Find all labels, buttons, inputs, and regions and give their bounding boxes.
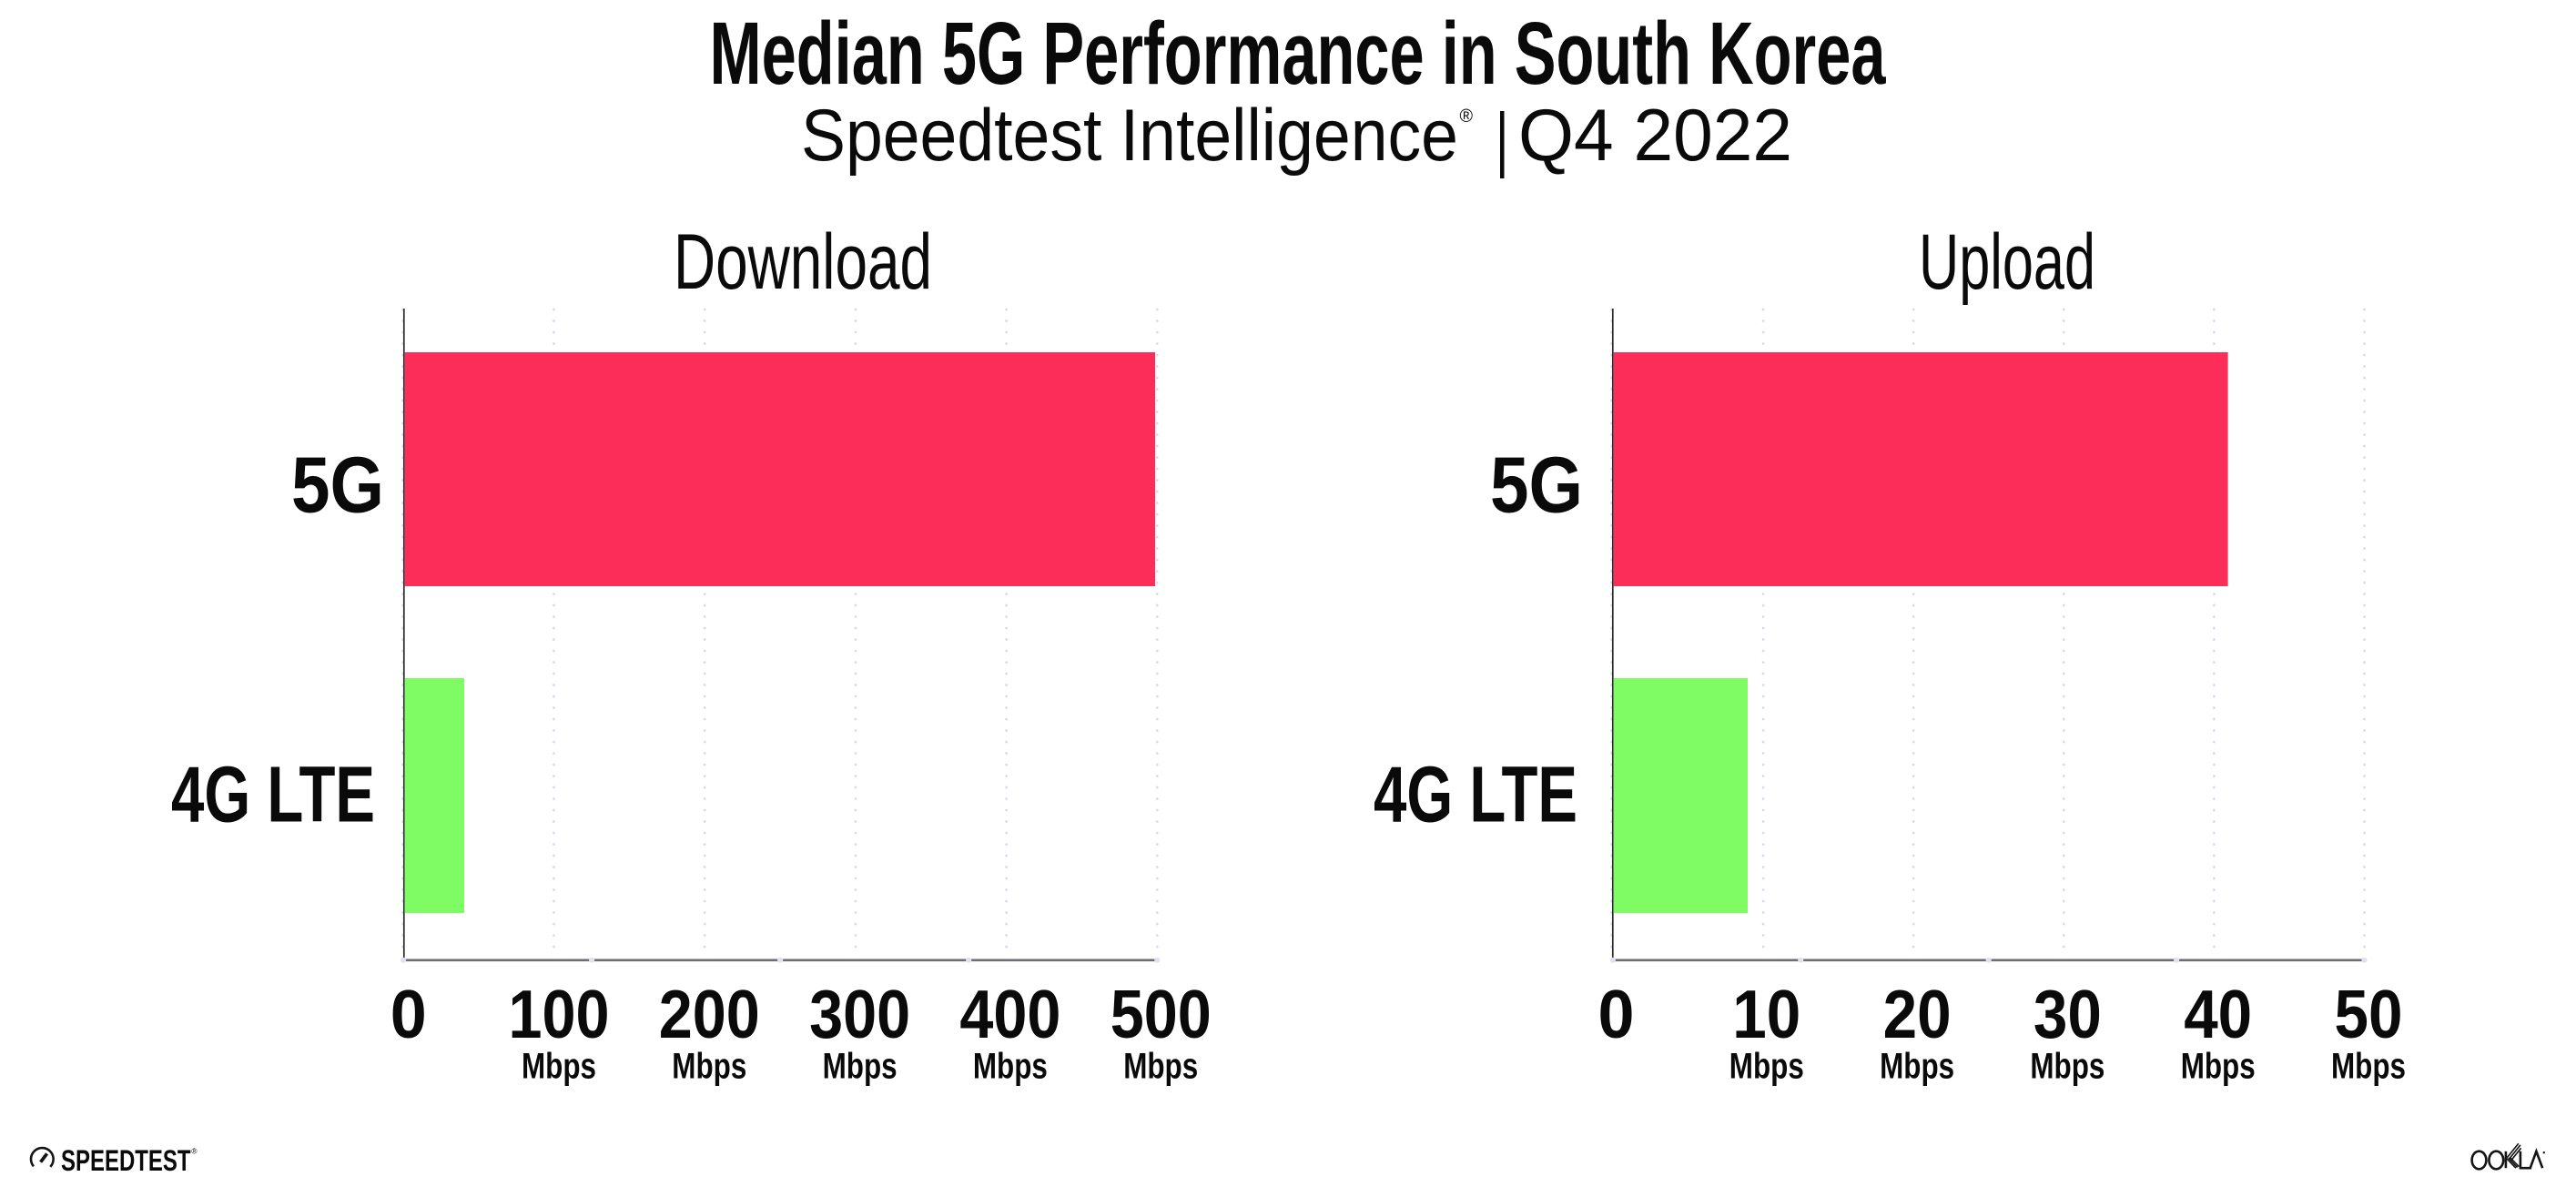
svg-text:Mbps: Mbps bbox=[1123, 1047, 1198, 1087]
svg-text:4G LTE: 4G LTE bbox=[1374, 750, 1577, 838]
svg-text:Mbps: Mbps bbox=[672, 1047, 746, 1087]
svg-text:Mbps: Mbps bbox=[2331, 1047, 2406, 1087]
svg-text:500: 500 bbox=[1111, 976, 1212, 1052]
svg-text:40: 40 bbox=[2184, 976, 2252, 1052]
svg-text:4G LTE: 4G LTE bbox=[171, 750, 375, 838]
svg-text:5G: 5G bbox=[1490, 441, 1583, 529]
svg-text:Mbps: Mbps bbox=[2181, 1047, 2256, 1087]
svg-text:Mbps: Mbps bbox=[973, 1047, 1048, 1087]
svg-text:10: 10 bbox=[1732, 976, 1800, 1052]
svg-text:Q4 2022: Q4 2022 bbox=[1518, 95, 1792, 177]
svg-text:50: 50 bbox=[2335, 976, 2403, 1052]
svg-text:100: 100 bbox=[509, 976, 610, 1052]
svg-text:0: 0 bbox=[1598, 976, 1635, 1052]
svg-text:Mbps: Mbps bbox=[1729, 1047, 1804, 1087]
svg-text:400: 400 bbox=[959, 976, 1060, 1052]
svg-text:Mbps: Mbps bbox=[522, 1047, 596, 1087]
svg-text:Mbps: Mbps bbox=[2030, 1047, 2104, 1087]
svg-text:300: 300 bbox=[809, 976, 910, 1052]
svg-text:30: 30 bbox=[2033, 976, 2102, 1052]
svg-text:Mbps: Mbps bbox=[1880, 1047, 1954, 1087]
svg-text:5G: 5G bbox=[291, 441, 384, 529]
svg-text:®: ® bbox=[191, 1147, 198, 1156]
svg-text:Median 5G Performance in South: Median 5G Performance in South Korea bbox=[710, 4, 1887, 103]
svg-text:Upload: Upload bbox=[1919, 218, 2095, 306]
svg-text:200: 200 bbox=[659, 976, 760, 1052]
svg-text:®: ® bbox=[1460, 106, 1474, 127]
svg-text:Speedtest Intelligence: Speedtest Intelligence bbox=[801, 95, 1458, 177]
svg-text:SPEEDTEST: SPEEDTEST bbox=[61, 1144, 191, 1177]
svg-text:0: 0 bbox=[390, 976, 427, 1052]
svg-text:Mbps: Mbps bbox=[823, 1047, 898, 1087]
svg-text:Download: Download bbox=[674, 218, 932, 306]
svg-text:20: 20 bbox=[1883, 976, 1952, 1052]
